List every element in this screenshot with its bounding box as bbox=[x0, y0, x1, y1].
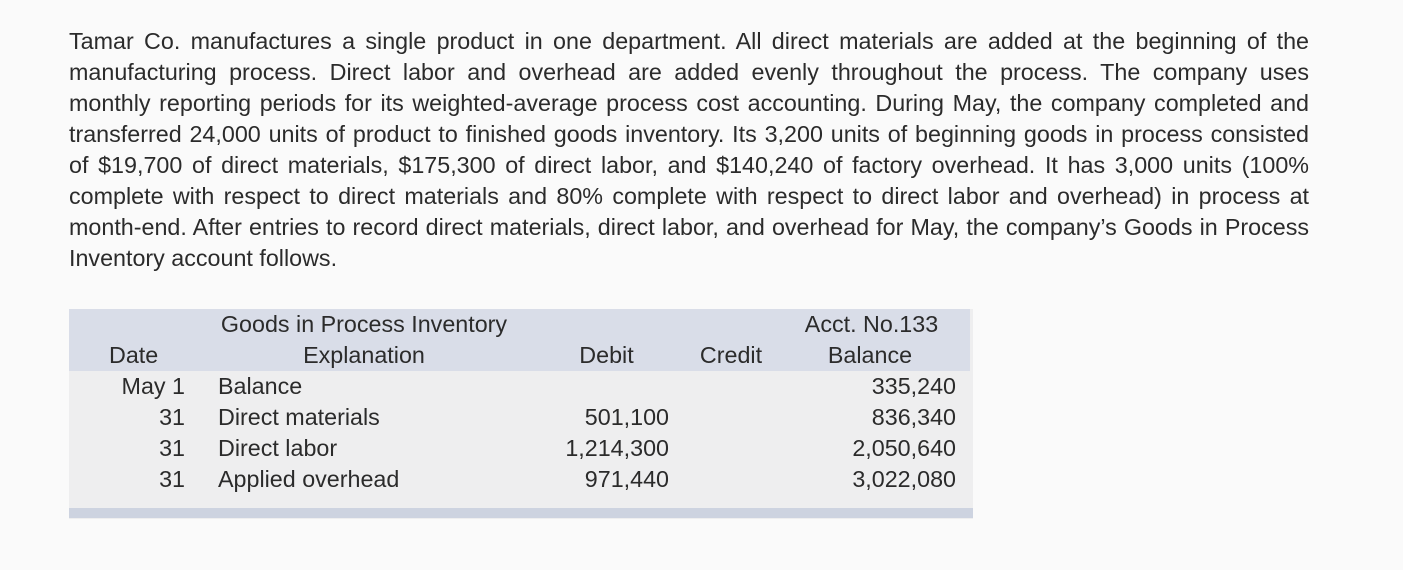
ledger-table: Goods in Process Inventory Acct. No.133 … bbox=[69, 309, 973, 519]
row-balance: 2,050,640 bbox=[852, 435, 956, 461]
row-debit: 1,214,300 bbox=[565, 435, 669, 461]
header-debit: Debit bbox=[579, 342, 634, 368]
row-balance: 836,340 bbox=[871, 404, 956, 430]
ledger-header bbox=[69, 309, 970, 371]
header-credit: Credit bbox=[699, 342, 763, 368]
account-number: Acct. No.133 bbox=[804, 311, 939, 337]
row-debit: 971,440 bbox=[584, 466, 669, 492]
header-explanation: Explanation bbox=[303, 342, 425, 368]
row-date: 31 bbox=[159, 435, 185, 461]
row-explanation: Direct labor bbox=[218, 435, 338, 461]
problem-text: Tamar Co. manufactures a single product … bbox=[69, 28, 1309, 271]
account-title: Goods in Process Inventory bbox=[220, 311, 508, 337]
row-date: May 1 bbox=[121, 373, 185, 399]
row-explanation: Direct materials bbox=[218, 404, 380, 430]
row-debit: 501,100 bbox=[584, 404, 669, 430]
header-date: Date bbox=[109, 342, 159, 368]
row-balance: 3,022,080 bbox=[852, 466, 956, 492]
row-date: 31 bbox=[159, 404, 185, 430]
ledger-footer-bar bbox=[69, 508, 973, 518]
header-balance: Balance bbox=[827, 342, 913, 368]
row-explanation: Applied overhead bbox=[218, 466, 400, 492]
row-date: 31 bbox=[159, 466, 185, 492]
row-explanation: Balance bbox=[218, 373, 303, 399]
row-balance: 335,240 bbox=[871, 373, 956, 399]
